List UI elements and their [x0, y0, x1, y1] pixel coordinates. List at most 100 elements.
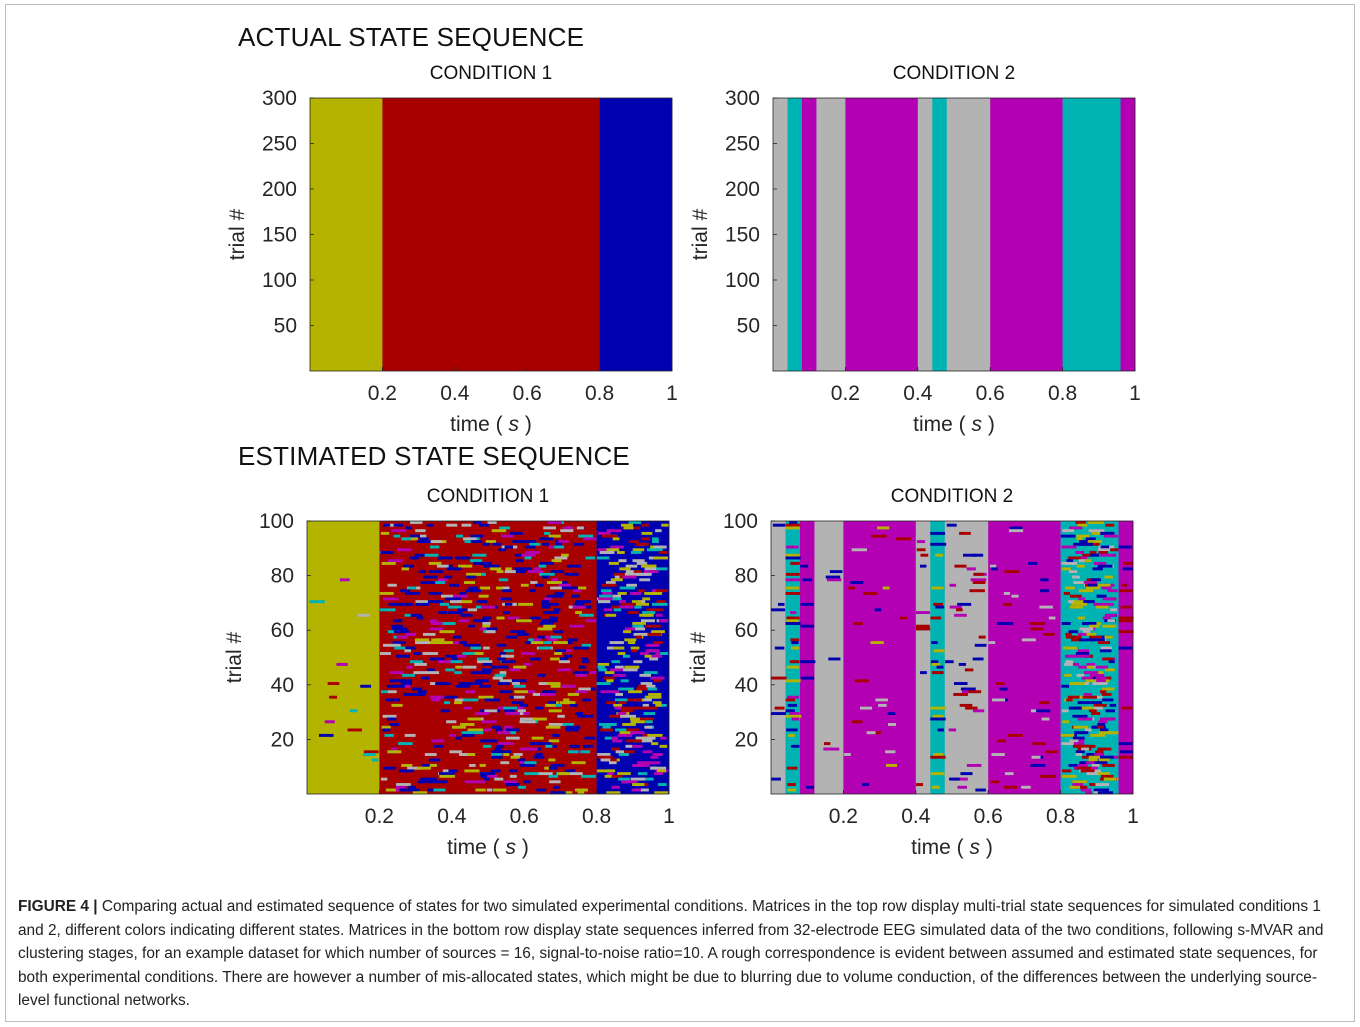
misallocated-state	[500, 654, 515, 658]
misallocated-state	[562, 649, 573, 653]
x-tick-label: 0.6	[974, 805, 1003, 828]
misallocated-state	[487, 774, 498, 778]
misallocated-state	[843, 753, 851, 756]
misallocated-state	[618, 753, 629, 756]
misallocated-state	[600, 758, 611, 762]
misallocated-state	[380, 551, 394, 554]
misallocated-state	[1030, 763, 1046, 767]
misallocated-state	[420, 581, 436, 584]
state-segment	[310, 98, 383, 371]
misallocated-state	[988, 641, 996, 645]
x-axis-label-text: time (	[911, 836, 969, 859]
misallocated-state	[619, 586, 636, 590]
misallocated-state	[550, 791, 566, 795]
y-tick-label: 200	[262, 178, 297, 201]
misallocated-state	[650, 766, 657, 770]
misallocated-state	[444, 575, 453, 579]
misallocated-state	[1075, 652, 1090, 655]
misallocated-state	[613, 572, 626, 576]
misallocated-state	[529, 742, 544, 746]
misallocated-state	[1086, 662, 1096, 666]
misallocated-state	[866, 731, 876, 735]
misallocated-state	[1085, 761, 1095, 765]
misallocated-state	[499, 526, 511, 530]
misallocated-state	[605, 581, 616, 584]
y-tick-label: 150	[725, 224, 760, 247]
misallocated-state	[491, 665, 506, 669]
misallocated-state	[428, 570, 443, 574]
misallocated-state	[513, 665, 527, 669]
misallocated-state	[606, 791, 621, 795]
misallocated-state	[509, 769, 517, 773]
misallocated-state	[537, 627, 553, 631]
misallocated-state	[396, 548, 412, 552]
misallocated-state	[422, 763, 433, 767]
misallocated-state	[604, 736, 618, 740]
misallocated-state	[550, 570, 564, 574]
x-tick-label: 0.8	[585, 382, 614, 405]
misallocated-state	[601, 583, 617, 587]
misallocated-state	[785, 526, 800, 530]
misallocated-state	[494, 673, 507, 677]
misallocated-state	[628, 744, 643, 748]
misallocated-state	[642, 750, 653, 754]
misallocated-state	[611, 785, 620, 789]
misallocated-state	[441, 780, 448, 784]
misallocated-state	[556, 581, 568, 584]
misallocated-state	[1073, 725, 1089, 729]
misallocated-state	[408, 785, 416, 789]
misallocated-state	[617, 591, 627, 595]
misallocated-state	[618, 605, 634, 609]
misallocated-state	[966, 567, 976, 571]
misallocated-state	[1090, 733, 1106, 737]
misallocated-state	[611, 605, 620, 609]
misallocated-state	[414, 662, 427, 666]
misallocated-state	[393, 523, 404, 527]
misallocated-state	[648, 761, 661, 765]
misallocated-state	[1072, 714, 1088, 718]
misallocated-state	[1100, 690, 1107, 694]
misallocated-state	[558, 540, 569, 544]
misallocated-state	[396, 654, 403, 658]
misallocated-state	[482, 739, 498, 743]
x-tick-label: 0.8	[582, 805, 611, 828]
misallocated-state	[393, 619, 403, 623]
misallocated-state	[530, 657, 541, 661]
misallocated-state	[548, 701, 557, 705]
misallocated-state	[969, 589, 985, 593]
y-tick-label: 50	[274, 315, 297, 338]
misallocated-state	[1085, 581, 1097, 584]
misallocated-state	[574, 602, 585, 606]
chart-title: CONDITION 2	[891, 486, 1013, 507]
misallocated-state	[1076, 673, 1085, 677]
misallocated-state	[521, 747, 538, 751]
misallocated-state	[383, 523, 391, 527]
misallocated-state	[562, 791, 573, 795]
misallocated-state	[624, 665, 640, 669]
misallocated-state	[415, 641, 430, 645]
y-tick-label: 200	[725, 178, 760, 201]
misallocated-state	[632, 624, 644, 628]
misallocated-state	[611, 736, 618, 740]
misallocated-state	[651, 742, 659, 746]
misallocated-state	[540, 692, 556, 696]
misallocated-state	[520, 583, 529, 587]
misallocated-state	[658, 619, 669, 623]
misallocated-state	[1078, 559, 1088, 563]
x-tick-label: 1	[1127, 805, 1139, 828]
misallocated-state	[1076, 564, 1085, 568]
misallocated-state	[1077, 717, 1093, 721]
misallocated-state	[1077, 523, 1088, 527]
misallocated-state	[656, 769, 666, 773]
misallocated-state	[547, 638, 558, 642]
misallocated-state	[495, 728, 503, 732]
state-segment	[799, 521, 815, 794]
misallocated-state	[618, 687, 634, 691]
misallocated-state	[499, 690, 513, 694]
misallocated-state	[630, 720, 645, 724]
x-tick-label: 0.2	[365, 805, 394, 828]
misallocated-state	[1063, 591, 1071, 595]
misallocated-state	[536, 742, 552, 746]
misallocated-state	[915, 627, 931, 631]
misallocated-state	[442, 769, 454, 773]
